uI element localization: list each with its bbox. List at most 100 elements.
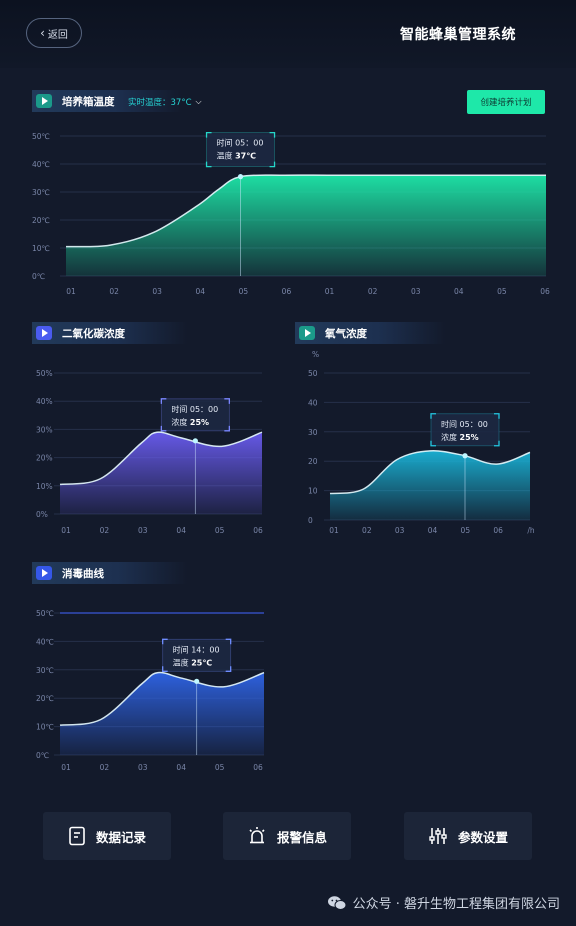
series-line: [329, 450, 531, 495]
disinfect-title: 消毒曲线: [62, 567, 104, 580]
series-area: [60, 432, 262, 514]
y-tick-label: 30: [308, 428, 318, 437]
realtime-temperature-select[interactable]: 实时温度：37°C ⌵: [128, 96, 202, 108]
y-tick-label: 10%: [36, 482, 53, 491]
x-tick-label: 03: [152, 287, 162, 296]
sliders-icon: [429, 828, 447, 844]
tooltip-box: [206, 132, 275, 168]
tooltip-corner: [160, 398, 167, 404]
tooltip-time: 时间 05：00: [441, 419, 488, 429]
y-tick-label: 0℃: [32, 272, 45, 281]
x-tick-label: 06: [282, 287, 292, 296]
o2-title: 氧气浓度: [325, 327, 367, 340]
footer-watermark: 公众号 · 磐升生物工程集团有限公司: [327, 893, 560, 912]
y-tick-label: 40℃: [32, 160, 50, 169]
y-tick-label: 40: [308, 398, 318, 407]
section-tab-disinfection: 消毒曲线: [32, 562, 187, 584]
x-tick-label: 05: [215, 763, 225, 772]
alarm-icon: [249, 827, 265, 844]
parameter-settings-label: 参数设置: [457, 829, 508, 845]
co2-concentration-chart: 0% 10% 20% 30% 40% 50% 01 02 03 04 05 06 时间 05：00 浓度 …: [36, 369, 263, 535]
y-tick-label: 40%: [36, 397, 53, 406]
tooltip-box: [162, 638, 232, 672]
wechat-icon: [327, 895, 347, 910]
x-tick-label: 04: [428, 526, 438, 535]
tooltip-value: 温度 25℃: [173, 657, 213, 667]
series-line: [65, 174, 546, 248]
x-tick-label: 01: [61, 526, 71, 535]
x-tick-label: 02: [100, 526, 110, 535]
y-tick-label: 0%: [36, 510, 48, 519]
play-icon: [36, 566, 52, 580]
x-tick-label: 01: [329, 526, 339, 535]
y-tick-label: 30℃: [32, 188, 50, 197]
play-icon: [299, 326, 315, 340]
x-tick-label: 01: [61, 763, 71, 772]
tooltip-corner: [430, 440, 436, 447]
x-tick-label: 01: [325, 287, 335, 296]
top-bar: [0, 0, 576, 68]
y-tick-label: 10: [308, 487, 318, 496]
tooltip-value: 温度 37℃: [217, 151, 257, 161]
tooltip-corner: [162, 666, 168, 672]
tooltip-corner: [269, 161, 276, 168]
y-tick-label: 0℃: [36, 751, 49, 760]
tooltip-corner: [224, 425, 230, 432]
y-tick-label: 10℃: [32, 244, 50, 253]
tooltip-corner: [205, 161, 212, 168]
x-tick-label: 04: [176, 763, 186, 772]
alarm-info-button[interactable]: 报警信息: [223, 812, 351, 860]
create-plan-button[interactable]: 创建培养计划: [467, 90, 545, 114]
x-tick-label: 03: [138, 763, 148, 772]
y-tick-label: 30℃: [36, 666, 54, 675]
incubator-title: 培养箱温度: [62, 95, 115, 108]
section-tab-o2: 氧气浓度: [295, 322, 445, 344]
realtime-temperature-label: 实时温度：37°C: [128, 98, 192, 108]
x-tick-label: 02: [362, 526, 372, 535]
play-icon: [36, 94, 52, 108]
tooltip-value: 浓度 25%: [441, 432, 479, 442]
tooltip-corner: [224, 398, 230, 404]
back-button[interactable]: ‹ 返回: [26, 18, 82, 48]
y-tick-label: 40℃: [36, 637, 54, 646]
tooltip-time: 时间 05：00: [171, 404, 218, 414]
x-tick-label: 04: [454, 287, 464, 296]
tooltip-corner: [205, 131, 212, 138]
x-tick-label: 02: [368, 287, 378, 296]
x-tick-label: 01: [66, 287, 76, 296]
series-line: [59, 431, 263, 486]
x-tick-label: 06: [253, 526, 263, 535]
y-tick-label: 50%: [36, 369, 53, 378]
parameter-settings-button[interactable]: 参数设置: [404, 812, 532, 860]
x-tick-label: 04: [176, 526, 186, 535]
tooltip-corner: [494, 413, 500, 419]
tooltip-value: 浓度 25%: [171, 417, 209, 427]
tooltip-point: [192, 438, 198, 444]
x-tick-label: 03: [395, 526, 405, 535]
tooltip-corner: [162, 638, 168, 645]
data-records-label: 数据记录: [95, 829, 146, 845]
back-label: 返回: [47, 29, 68, 41]
tooltip-point: [462, 453, 468, 459]
y-tick-label: 50: [308, 369, 318, 378]
data-records-button[interactable]: 数据记录: [43, 812, 171, 860]
y-unit-label: %: [312, 350, 319, 359]
section-tab-co2: 二氧化碳浓度: [32, 322, 187, 344]
x-tick-label: 05: [215, 526, 225, 535]
tooltip-corner: [494, 440, 500, 447]
x-tick-label: 05: [239, 287, 249, 296]
x-tick-label: 06: [253, 763, 263, 772]
tooltip-box: [160, 398, 230, 432]
series-area: [330, 450, 530, 520]
document-icon: [69, 826, 85, 846]
x-tick-label: 02: [109, 287, 119, 296]
y-tick-label: 50℃: [32, 132, 50, 141]
tooltip-corner: [160, 425, 167, 432]
alarm-info-label: 报警信息: [276, 829, 327, 845]
footer-text: 公众号 · 磐升生物工程集团有限公司: [352, 897, 560, 912]
tooltip-point: [237, 174, 244, 180]
x-tick-label: 04: [195, 287, 205, 296]
tooltip-point: [194, 678, 200, 684]
oxygen-concentration-chart: 0 10 20 30 40 50% 01 02 03 04 05 06/h 时间 05：00 浓度 25%: [308, 350, 535, 535]
x-tick-label: 05: [497, 287, 507, 296]
